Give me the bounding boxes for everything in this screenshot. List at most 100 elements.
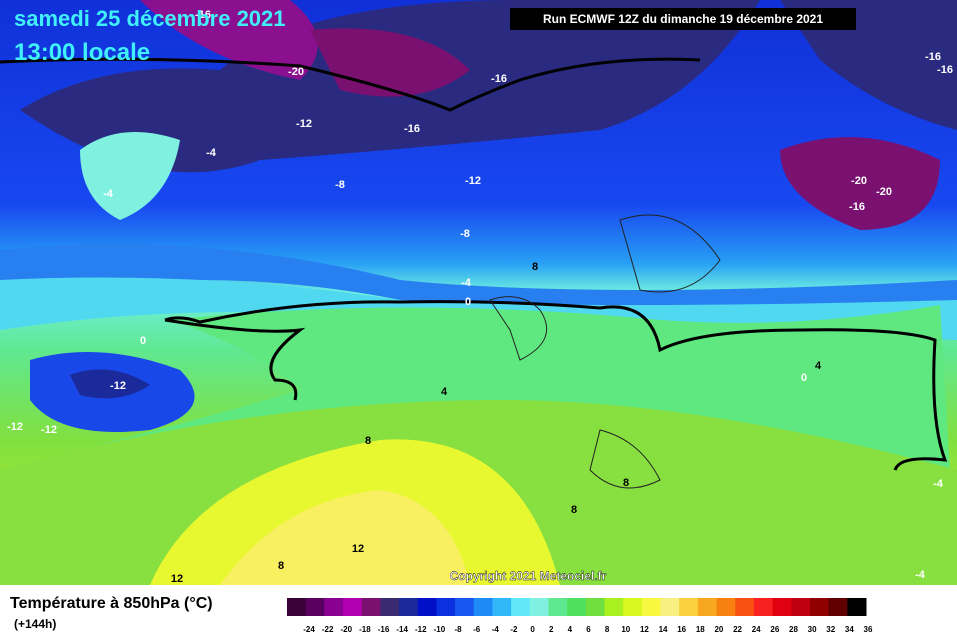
cold-region [780, 137, 940, 230]
colorbar-tick-label: -14 [396, 625, 408, 634]
contour-label: -4 [915, 569, 926, 581]
colorbar-tick-label: -8 [455, 625, 463, 634]
colorbar-tick-label: -6 [473, 625, 481, 634]
contour-label: -12 [465, 175, 481, 187]
contour-label: -12 [296, 118, 312, 130]
run-label: Run ECMWF 12Z du dimanche 19 décembre 20… [543, 12, 823, 26]
contour-label: -16 [849, 201, 865, 213]
colorbar-tick-label: 10 [621, 625, 630, 634]
color-swatch [641, 598, 662, 616]
contour-label: 8 [623, 477, 629, 489]
colorbar-tick-label: 6 [586, 625, 591, 634]
contour-label: -16 [937, 64, 953, 76]
contour-label: -8 [335, 179, 345, 191]
contour-label: 0 [801, 372, 807, 384]
colorbar-tick-label: 28 [789, 625, 798, 634]
color-swatch [511, 598, 531, 616]
contour-label: -16 [491, 73, 507, 85]
colorbar-tick-label: -12 [415, 625, 427, 634]
colorbar-tick-label: 4 [568, 625, 573, 634]
color-swatch [455, 598, 475, 616]
zero-isotherm [164, 300, 948, 471]
color-swatch [604, 598, 624, 616]
title-time: 13:00 locale [14, 39, 150, 66]
contour-label: 0 [465, 296, 471, 308]
copyright: Copyright 2021 Meteociel.fr [450, 569, 607, 583]
color-swatch [305, 598, 325, 616]
contour-label: -12 [7, 421, 23, 433]
colorbar-tick-label: 36 [864, 625, 873, 634]
color-swatch [417, 598, 437, 616]
map [0, 0, 957, 585]
colorbar-tick-label: 14 [659, 625, 668, 634]
color-swatch [436, 598, 456, 616]
colorbar-tick-label: 16 [677, 625, 686, 634]
colorbar-tick-label: -22 [322, 625, 334, 634]
contour-label: -12 [110, 380, 126, 392]
color-swatch [753, 598, 774, 616]
contour-label: -4 [461, 277, 472, 289]
contour-label: -16 [925, 51, 941, 63]
colorbar-tick-label: -10 [434, 625, 446, 634]
contour-label: -16 [404, 123, 420, 135]
low-pressure [70, 369, 150, 399]
zero-isotherm [164, 318, 306, 401]
colorbar-tick-label: -20 [340, 625, 352, 634]
color-swatch [380, 598, 400, 616]
colorbar-tick-label: 0 [530, 625, 535, 634]
contour-label: 8 [278, 560, 284, 572]
title-date: samedi 25 décembre 2021 [14, 6, 286, 31]
color-swatch [772, 598, 792, 616]
greenland-warm [80, 132, 180, 220]
color-swatch [791, 598, 811, 616]
color-swatch [529, 598, 549, 616]
color-swatch [473, 598, 493, 616]
colorbar-tick-label: -16 [378, 625, 390, 634]
color-swatch [567, 598, 587, 616]
contour-label: 8 [571, 504, 577, 516]
contour-label: 12 [171, 573, 183, 585]
colorbar-tick-label: 8 [605, 625, 610, 634]
contour-label: 0 [140, 335, 146, 347]
isotherm [0, 57, 701, 112]
color-swatch [697, 598, 718, 616]
legend-subtitle: (+144h) [14, 617, 56, 631]
contour-label: -4 [933, 478, 944, 490]
contour-label: 8 [532, 261, 538, 273]
contour-label: -20 [288, 66, 304, 78]
contour-labels: -16-20-16-12 -16-4-4-8 -12-8-480-16-16-20-… [7, 9, 953, 585]
colorbar-tick-label: 18 [696, 625, 705, 634]
color-swatch [585, 598, 606, 616]
legend-title: Température à 850hPa (°C) [10, 595, 213, 612]
coastline [489, 214, 721, 489]
color-swatch [287, 598, 307, 616]
color-swatch [735, 598, 755, 616]
cold-region [140, 0, 318, 80]
colorbar-tick-label: -2 [510, 625, 518, 634]
color-swatch [492, 598, 512, 616]
color-swatch [324, 598, 344, 616]
colorbar-tick-label: -24 [303, 625, 315, 634]
colorbar-tick-label: 32 [826, 625, 835, 634]
color-swatch [828, 598, 848, 616]
color-swatch [660, 598, 680, 616]
colorbar-tick-label: 12 [640, 625, 649, 634]
contour-label: 8 [365, 435, 371, 447]
color-swatch [679, 598, 699, 616]
colorbar-tick-label: 20 [714, 625, 723, 634]
color-swatch [548, 598, 568, 616]
color-swatch [809, 598, 830, 616]
color-swatch [716, 598, 736, 616]
contour-label: -8 [460, 228, 470, 240]
colorbar-tick-label: 24 [752, 625, 761, 634]
contour-label: -20 [876, 186, 892, 198]
color-swatch [361, 598, 381, 616]
colorbar-tick-label: 26 [770, 625, 779, 634]
colorbar-tick-label: 34 [845, 625, 854, 634]
contour-label: -4 [206, 147, 217, 159]
cold-region [780, 0, 957, 130]
run-box [510, 8, 856, 30]
color-swatch [343, 598, 363, 616]
temperature-band [220, 490, 470, 585]
